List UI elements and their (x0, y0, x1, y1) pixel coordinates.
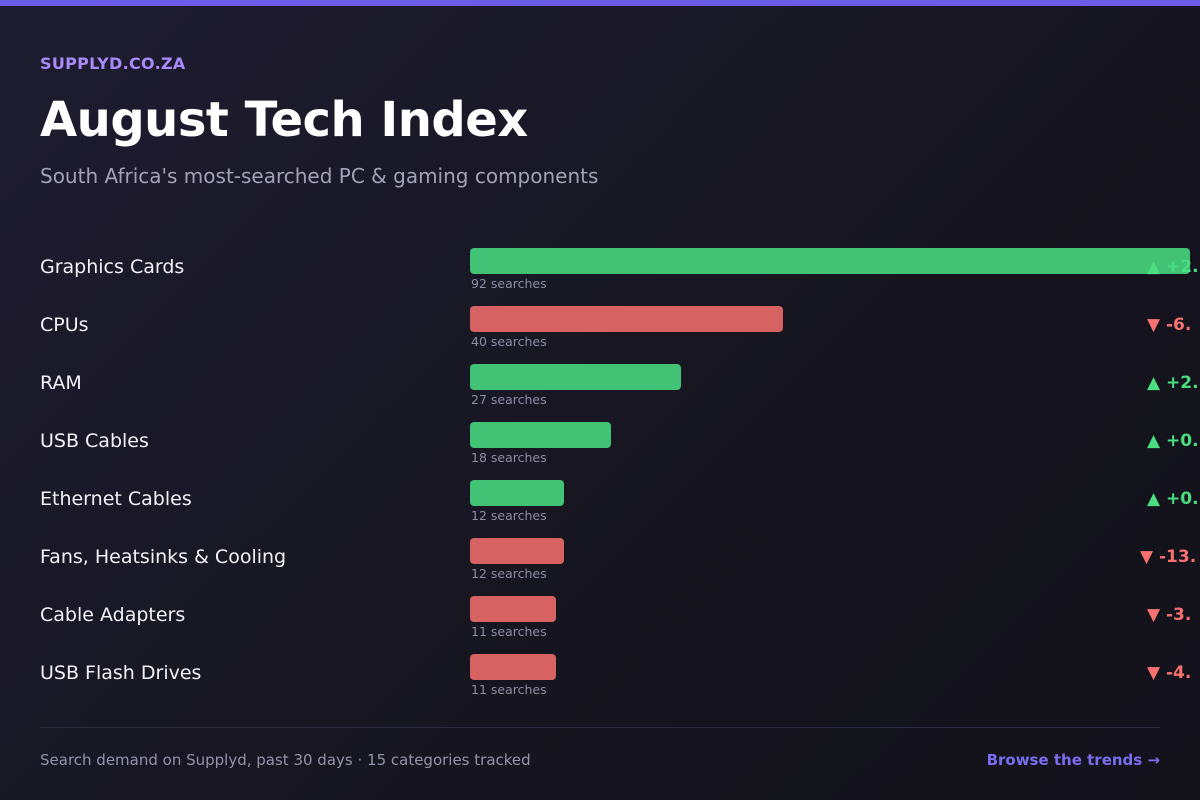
value-label: 27 searches (471, 392, 547, 407)
trend-down-indicator: ▼ -6. (1147, 315, 1191, 335)
change-value: +2. (1166, 257, 1199, 277)
value-label: 11 searches (471, 682, 547, 697)
chart-row: CPUs 40 searches ▼ -6. (0, 306, 1200, 364)
page-title: August Tech Index (40, 92, 528, 148)
category-label: Ethernet Cables (40, 488, 192, 510)
brand-name: SUPPLYD.CO.ZA (40, 54, 186, 73)
change-value: -13. (1159, 547, 1197, 567)
bar (470, 538, 564, 564)
chart-row: RAM 27 searches ▲ +2. (0, 364, 1200, 422)
trend-down-indicator: ▼ -4. (1147, 663, 1191, 683)
value-label: 18 searches (471, 450, 547, 465)
bar (470, 248, 1190, 274)
trend-up-indicator: ▲ +2. (1147, 373, 1199, 393)
category-label: USB Cables (40, 430, 149, 452)
category-label: CPUs (40, 314, 89, 336)
chart-row: USB Cables 18 searches ▲ +0. (0, 422, 1200, 480)
chart-row: Cable Adapters 11 searches ▼ -3. (0, 596, 1200, 654)
change-value: +2. (1166, 373, 1199, 393)
change-value: -6. (1166, 315, 1192, 335)
triangle-up-icon: ▲ (1147, 489, 1166, 509)
change-value: -3. (1166, 605, 1192, 625)
change-value: -4. (1166, 663, 1192, 683)
change-value: +0. (1166, 431, 1199, 451)
bar (470, 422, 611, 448)
footer-divider (40, 727, 1160, 728)
accent-top-bar (0, 0, 1200, 6)
value-label: 12 searches (471, 508, 547, 523)
trend-up-indicator: ▲ +0. (1147, 431, 1199, 451)
value-label: 11 searches (471, 624, 547, 639)
bar (470, 654, 556, 680)
bar (470, 596, 556, 622)
trend-up-indicator: ▲ +0. (1147, 489, 1199, 509)
triangle-down-icon: ▼ (1147, 605, 1166, 625)
triangle-up-icon: ▲ (1147, 373, 1166, 393)
category-label: RAM (40, 372, 82, 394)
value-label: 12 searches (471, 566, 547, 581)
footer-note: Search demand on Supplyd, past 30 days ·… (40, 751, 531, 769)
browse-trends-link[interactable]: Browse the trends → (986, 751, 1160, 769)
bar (470, 480, 564, 506)
trend-down-indicator: ▼ -13. (1140, 547, 1196, 567)
page-subtitle: South Africa's most-searched PC & gaming… (40, 164, 599, 188)
category-label: Cable Adapters (40, 604, 186, 626)
trend-down-indicator: ▼ -3. (1147, 605, 1191, 625)
bar (470, 306, 783, 332)
value-label: 92 searches (471, 276, 547, 291)
value-label: 40 searches (471, 334, 547, 349)
search-ranking-chart: Graphics Cards 92 searches ▲ +2. CPUs 40 sea… (0, 248, 1200, 712)
trend-up-indicator: ▲ +2. (1147, 257, 1199, 277)
triangle-up-icon: ▲ (1147, 257, 1166, 277)
triangle-up-icon: ▲ (1147, 431, 1166, 451)
category-label: Graphics Cards (40, 256, 185, 278)
chart-row: Fans, Heatsinks & Cooling 12 searches ▼ -1… (0, 538, 1200, 596)
triangle-down-icon: ▼ (1140, 547, 1159, 567)
chart-row: Graphics Cards 92 searches ▲ +2. (0, 248, 1200, 306)
triangle-down-icon: ▼ (1147, 663, 1166, 683)
bar (470, 364, 681, 390)
category-label: USB Flash Drives (40, 662, 202, 684)
chart-row: Ethernet Cables 12 searches ▲ +0. (0, 480, 1200, 538)
category-label: Fans, Heatsinks & Cooling (40, 546, 287, 568)
chart-row: USB Flash Drives 11 searches ▼ -4. (0, 654, 1200, 712)
change-value: +0. (1166, 489, 1199, 509)
triangle-down-icon: ▼ (1147, 315, 1166, 335)
